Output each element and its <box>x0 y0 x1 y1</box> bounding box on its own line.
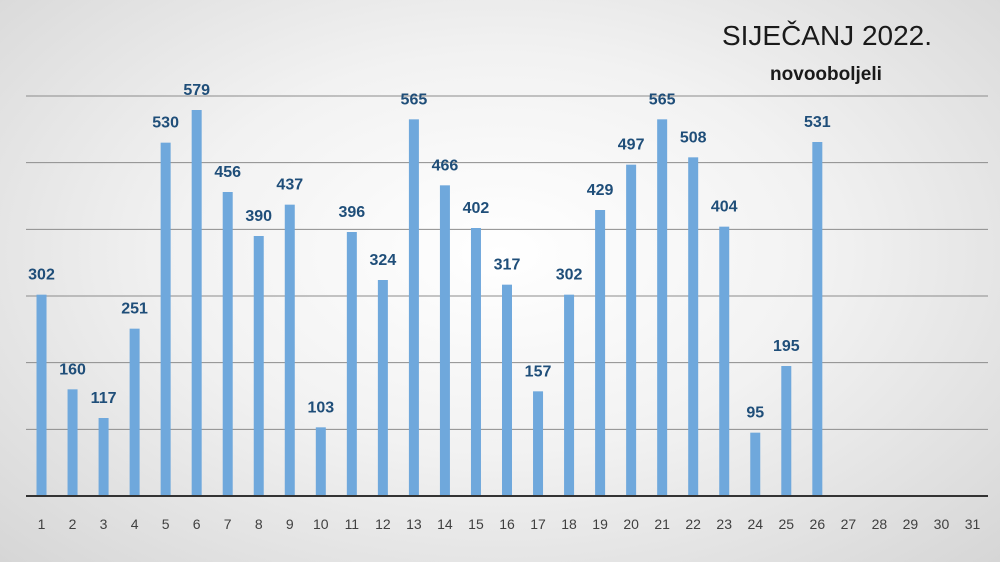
bar <box>67 389 78 496</box>
x-tick-label: 14 <box>437 516 453 532</box>
data-label: 456 <box>214 164 241 181</box>
x-tick-label: 16 <box>499 516 515 532</box>
bar <box>160 142 171 496</box>
bar <box>533 391 544 496</box>
bar <box>595 210 606 496</box>
bars <box>36 110 823 497</box>
data-label: 497 <box>618 137 645 154</box>
data-label: 251 <box>121 301 148 318</box>
bar <box>36 294 47 496</box>
bar <box>222 192 233 496</box>
x-tick-label: 19 <box>592 516 608 532</box>
x-tick-label: 27 <box>841 516 857 532</box>
x-tick-label: 23 <box>716 516 732 532</box>
bar <box>377 280 388 496</box>
x-tick-label: 11 <box>345 516 360 532</box>
x-tick-labels: 1 2 3 4 5 6 7 8 9 10 11 12 13 14 15 16 17 18 19 20 21 22 23 24 2… <box>38 516 981 532</box>
bar <box>502 284 512 496</box>
bar <box>284 204 295 496</box>
bar <box>564 294 575 496</box>
data-label: 103 <box>307 399 334 416</box>
data-label: 530 <box>152 115 179 132</box>
bar <box>191 110 202 496</box>
bar <box>129 328 140 496</box>
data-label: 95 <box>746 405 764 422</box>
bar <box>626 164 637 496</box>
data-label: 429 <box>587 182 614 199</box>
bar <box>253 236 264 496</box>
chart-subtitle: novooboljeli <box>770 64 882 85</box>
data-label: 531 <box>804 114 831 131</box>
x-tick-label: 28 <box>872 516 888 532</box>
data-label: 317 <box>494 257 521 274</box>
x-tick-label: 4 <box>131 516 139 532</box>
x-tick-label: 5 <box>162 516 170 532</box>
x-tick-label: 24 <box>747 516 763 532</box>
x-tick-label: 20 <box>623 516 639 532</box>
bar <box>346 232 357 496</box>
data-label: 324 <box>370 252 397 269</box>
x-tick-label: 26 <box>810 516 826 532</box>
data-label: 396 <box>338 204 365 221</box>
bar <box>781 366 792 496</box>
x-tick-label: 21 <box>654 516 670 532</box>
bar <box>315 427 326 496</box>
bar <box>439 185 450 497</box>
data-label: 160 <box>59 361 86 378</box>
x-tick-label: 10 <box>313 516 329 532</box>
x-tick-label: 25 <box>779 516 795 532</box>
data-label: 466 <box>432 157 459 174</box>
data-label: 302 <box>556 267 583 284</box>
x-tick-label: 3 <box>100 516 108 532</box>
x-tick-label: 15 <box>468 516 484 532</box>
data-label: 157 <box>525 363 552 380</box>
data-label: 508 <box>680 129 707 146</box>
data-label: 404 <box>711 199 738 216</box>
bar <box>750 432 761 496</box>
x-tick-label: 8 <box>255 516 263 532</box>
data-label: 565 <box>401 91 428 108</box>
bar <box>688 157 699 497</box>
data-label: 437 <box>276 177 303 194</box>
bar <box>657 119 668 496</box>
x-tick-label: 2 <box>69 516 77 532</box>
x-tick-label: 18 <box>561 516 577 532</box>
x-tick-label: 9 <box>286 516 294 532</box>
bar <box>408 119 419 496</box>
data-label: 390 <box>245 208 272 225</box>
x-tick-label: 22 <box>685 516 701 532</box>
bar <box>470 228 481 496</box>
x-tick-label: 13 <box>406 516 422 532</box>
x-tick-label: 1 <box>38 516 46 532</box>
x-tick-label: 6 <box>193 516 201 532</box>
data-label: 402 <box>463 200 490 217</box>
x-tick-label: 17 <box>530 516 546 532</box>
x-tick-label: 29 <box>903 516 919 532</box>
data-label: 117 <box>91 390 117 407</box>
bar <box>719 226 730 496</box>
x-tick-label: 31 <box>965 516 981 532</box>
chart-title: SIJEČANJ 2022. <box>722 20 932 51</box>
x-tick-label: 7 <box>224 516 232 532</box>
data-label: 195 <box>773 338 800 355</box>
data-label: 302 <box>28 267 55 284</box>
x-tick-label: 30 <box>934 516 950 532</box>
bar <box>812 142 823 496</box>
data-label: 565 <box>649 91 676 108</box>
x-tick-label: 12 <box>375 516 391 532</box>
data-label: 579 <box>183 82 210 99</box>
bar <box>98 418 109 496</box>
